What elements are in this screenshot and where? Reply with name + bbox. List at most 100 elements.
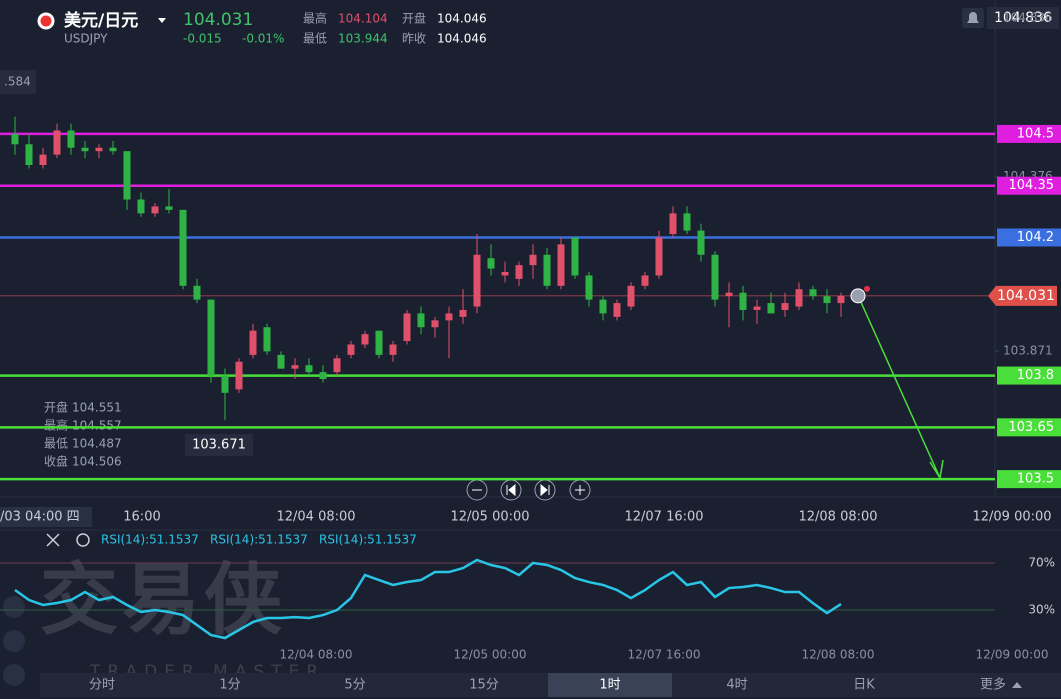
- tab[interactable]: 15分: [469, 678, 499, 693]
- level-label: 103.65: [1009, 420, 1055, 435]
- candle-body: [459, 309, 467, 317]
- x-tick-label: 12/04 08:00: [276, 510, 355, 525]
- candle-body: [529, 254, 537, 266]
- price-label: 104.031: [997, 288, 1055, 304]
- y-tick-label: 103.871: [1003, 344, 1053, 358]
- tab[interactable]: 1分: [219, 678, 240, 693]
- low-box: [185, 434, 253, 457]
- candle-body: [347, 344, 355, 355]
- candle-body: [725, 292, 733, 297]
- candle-body: [291, 365, 299, 369]
- watermark: 交易侠: [40, 555, 286, 645]
- x-tick-label: /03 04:00 四: [0, 510, 80, 525]
- label: 昨收: [402, 32, 426, 46]
- tab[interactable]: 4时: [726, 678, 747, 693]
- candle-body: [263, 327, 271, 352]
- icon: [540, 483, 550, 497]
- level-label: 103.5: [1017, 472, 1054, 487]
- price: 104.031: [183, 10, 253, 30]
- candle-body: [25, 144, 33, 165]
- candle-body: [53, 130, 61, 155]
- candle-body: [81, 147, 89, 152]
- x-tick-label: 12/08 08:00: [798, 510, 877, 525]
- change-pct: -0.01%: [242, 32, 284, 46]
- tool[interactable]: [3, 596, 25, 618]
- tool[interactable]: [3, 630, 25, 652]
- candle-body: [627, 285, 635, 307]
- tool[interactable]: [3, 664, 25, 686]
- header: 美元/日元 USDJPY 104.031 -0.015 -0.01% 最高 10…: [37, 7, 1059, 46]
- level-label: 104.35: [1009, 178, 1055, 193]
- candle-body: [67, 130, 75, 148]
- x-tick-label: 16:00: [123, 510, 160, 525]
- candle-body: [487, 258, 495, 269]
- rsi-line: [14, 558, 842, 640]
- candle-body: [235, 361, 243, 390]
- candle-body: [403, 313, 411, 342]
- candle-body: [613, 303, 621, 317]
- level-box: [997, 176, 1061, 195]
- tooltip-label: 最低: [44, 437, 68, 451]
- settings-icon[interactable]: [76, 533, 90, 547]
- level-box: [997, 124, 1061, 143]
- level-label: 104.5: [1017, 126, 1054, 141]
- ohlc-tooltip: 开盘 104.551 最高 104.557 最低 104.487 收盘 104.506: [44, 400, 122, 469]
- candle-body: [39, 154, 47, 165]
- candle-body: [557, 244, 565, 286]
- current-marker: [850, 288, 866, 304]
- x-tick-label: 12/07 16:00: [628, 648, 701, 662]
- tab[interactable]: 日K: [853, 678, 875, 693]
- tooltip-label: 最高: [44, 418, 68, 433]
- price-box: [988, 285, 1057, 306]
- tab[interactable]: 更多: [980, 677, 1006, 693]
- y-tick-label: 104.836: [1003, 10, 1053, 24]
- candle-body: [753, 306, 761, 310]
- level-label: 103.8: [1017, 368, 1054, 383]
- tooltip-value: 104.506: [72, 455, 122, 469]
- tab[interactable]: 5分: [344, 678, 365, 693]
- candle-body: [809, 289, 817, 297]
- tooltip-label: 收盘: [44, 454, 68, 469]
- x-tick-label: 12/09 00:00: [976, 648, 1049, 662]
- candle-body: [697, 230, 705, 255]
- candle-body: [361, 334, 369, 345]
- tab[interactable]: 分时: [89, 678, 115, 693]
- candle-body: [473, 254, 481, 307]
- open: 104.046: [437, 12, 487, 26]
- level-label: 104.2: [1017, 230, 1054, 245]
- low: 103.944: [338, 32, 388, 46]
- pair[interactable]: 美元/日元: [64, 10, 138, 31]
- x-tick-label: 12/05 00:00: [454, 648, 527, 662]
- candle-body: [151, 206, 159, 214]
- arrow: [859, 299, 944, 479]
- candle-body: [333, 358, 341, 373]
- candle-body: [165, 206, 173, 210]
- icon: [575, 485, 585, 495]
- close-indicator[interactable]: [46, 533, 60, 547]
- x-tick-label: 12/05 00:00: [450, 510, 529, 525]
- candle-body: [669, 213, 677, 235]
- candle-body: [207, 299, 215, 376]
- high: 104.104: [338, 12, 388, 26]
- candle-body: [277, 354, 285, 369]
- x-tick-label: 12/07 16:00: [624, 510, 703, 525]
- candle-body: [585, 275, 593, 300]
- candle-body: [515, 265, 523, 279]
- candle-body: [95, 147, 103, 152]
- candle-body: [109, 147, 117, 152]
- y-tick-label: 70%: [1028, 555, 1055, 569]
- bell-icon: [967, 12, 979, 23]
- side-tools: [3, 596, 25, 686]
- candle-body: [501, 272, 509, 276]
- tabs: 分时 1分 5分 15分 1时 4时 日K 更多: [89, 673, 1022, 697]
- tooltip-label: 开盘: [44, 400, 68, 415]
- x-tick-label: 12/04 08:00: [280, 648, 353, 662]
- indicator-label: RSI(14):51.1537: [101, 533, 199, 547]
- dropdown-icon[interactable]: [158, 18, 166, 23]
- level-box: [997, 366, 1061, 385]
- candle-body: [319, 372, 327, 380]
- crosshair-label: .584: [4, 75, 31, 89]
- candle-body: [431, 320, 439, 328]
- tab[interactable]: 1时: [599, 678, 620, 693]
